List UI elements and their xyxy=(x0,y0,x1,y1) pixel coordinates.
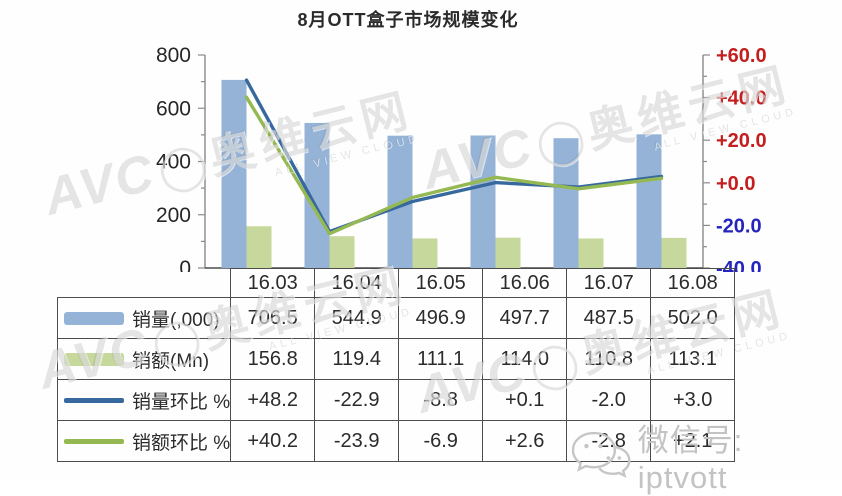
sales-volume-bar xyxy=(470,135,496,268)
table-value-cell: 706.5 xyxy=(230,297,316,339)
legend-label: 销额环比 % xyxy=(132,432,231,454)
legend-bar-swatch xyxy=(64,352,124,366)
wechat-icon xyxy=(571,431,631,478)
watermark-ring: ◯ xyxy=(530,111,591,171)
legend-cell: 销额环比 % xyxy=(56,420,232,462)
table-value-cell: 497.7 xyxy=(482,297,568,339)
sales-volume-bar xyxy=(553,138,579,268)
watermark-cn-text: 奥维云网 xyxy=(203,83,418,184)
legend-bar-swatch xyxy=(64,311,124,325)
table-value-cell: 544.9 xyxy=(314,297,400,339)
right-axis-tick-label: +40.0 xyxy=(716,88,767,110)
category-header-cell: 16.05 xyxy=(398,268,484,298)
watermark-subtext: ALL VIEW CLOUD xyxy=(651,105,799,154)
table-value-cell: 496.9 xyxy=(398,297,484,339)
table-value-cell: +2.6 xyxy=(482,420,568,462)
legend-label: 销量(,000) xyxy=(132,309,220,331)
sales-amount-bar xyxy=(412,238,438,268)
legend-line-swatch xyxy=(64,397,124,403)
left-axis-tick-label: 600 xyxy=(156,97,191,120)
category-header-cell: 16.03 xyxy=(230,268,316,298)
category-header-cell: 16.08 xyxy=(650,268,736,298)
right-axis-tick-label: +20.0 xyxy=(716,130,767,152)
category-header-cell: 16.06 xyxy=(482,268,568,298)
data-table: 16.03 16.04 16.05 16.06 16.07 16.08 销量(,000) 70… xyxy=(56,268,736,462)
sales-amount-bar xyxy=(661,237,687,268)
watermark-logo: AVC xyxy=(416,117,539,201)
legend-cell: 销额(Mn) xyxy=(56,338,232,380)
avc-watermark: AVC◯奥维云网 ALL VIEW CLOUD xyxy=(37,73,420,234)
legend-line-swatch xyxy=(64,438,124,444)
table-value-cell: +48.2 xyxy=(230,379,316,421)
table-value-cell: -6.9 xyxy=(398,420,484,462)
sales-volume-bar xyxy=(304,122,330,268)
right-axis-tick-label: +60.0 xyxy=(716,45,767,67)
volume-growth-line xyxy=(244,78,664,234)
legend-label: 销额(Mn) xyxy=(132,350,210,372)
table-value-cell: 119.4 xyxy=(314,338,400,380)
table-row: 销量(,000) 706.5 544.9 496.9 497.7 487.5 502.0 xyxy=(56,297,736,339)
table-value-cell: -2.0 xyxy=(566,379,652,421)
table-value-cell: 487.5 xyxy=(566,297,652,339)
category-header-cell: 16.07 xyxy=(566,268,652,298)
legend-label: 销量环比 % xyxy=(132,391,231,413)
table-value-cell: +40.2 xyxy=(230,420,316,462)
table-value-cell: 156.8 xyxy=(230,338,316,380)
table-value-cell: -8.8 xyxy=(398,379,484,421)
table-header-row: 16.03 16.04 16.05 16.06 16.07 16.08 xyxy=(58,268,736,298)
table-value-cell: +2.1 xyxy=(650,420,736,462)
avc-watermark: AVC◯奥维云网 ALL VIEW CLOUD xyxy=(415,47,798,208)
left-axis-tick-label: 400 xyxy=(156,151,191,174)
table-row: 销额(Mn) 156.8 119.4 111.1 114.0 110.8 113.1 xyxy=(56,338,736,380)
legend-cell: 销量环比 % xyxy=(56,379,232,421)
table-value-cell: -23.9 xyxy=(314,420,400,462)
table-value-cell: +0.1 xyxy=(482,379,568,421)
table-row: 销量环比 % +48.2 -22.9 -8.8 +0.1 -2.0 +3.0 xyxy=(56,379,736,421)
right-axis-tick-label: -20.0 xyxy=(716,215,762,237)
left-axis-tick-label: 800 xyxy=(156,44,191,67)
table-value-cell: 502.0 xyxy=(650,297,736,339)
table-value-cell: 110.8 xyxy=(566,338,652,380)
table-value-cell: -22.9 xyxy=(314,379,400,421)
wechat-footer: 微信号: iptvott xyxy=(570,415,842,496)
category-header-cell: 16.04 xyxy=(314,268,400,298)
sales-volume-bar xyxy=(387,135,413,268)
legend-cell: 销量(,000) xyxy=(56,297,232,339)
chart-title: 8月OTT盒子市场规模变化 xyxy=(297,10,519,30)
wechat-id-label: 微信号: iptvott xyxy=(637,423,744,495)
table-corner-cell xyxy=(58,269,231,298)
watermark-cn-text: 奥维云网 xyxy=(581,57,796,158)
watermark-logo: AVC xyxy=(38,143,161,227)
sales-amount-bar xyxy=(578,238,604,268)
amount-growth-line xyxy=(244,95,664,236)
combo-chart: 8006004002000+60.0+40.0+20.0+0.0-20.0-40… xyxy=(156,44,767,272)
sales-amount-bar xyxy=(329,236,355,268)
table-value-cell: -2.8 xyxy=(566,420,652,462)
watermark-subtext: ALL VIEW CLOUD xyxy=(273,131,421,180)
right-axis-tick-label: +0.0 xyxy=(716,173,755,195)
table-value-cell: 114.0 xyxy=(482,338,568,380)
table-row: 销额环比 % +40.2 -23.9 -6.9 +2.6 -2.8 +2.1 xyxy=(56,420,736,462)
sales-amount-bar xyxy=(495,237,521,268)
sales-volume-bar xyxy=(636,134,662,268)
left-axis-tick-label: 200 xyxy=(156,204,191,227)
table-value-cell: 111.1 xyxy=(398,338,484,380)
sales-amount-bar xyxy=(246,226,272,268)
table-value-cell: 113.1 xyxy=(650,338,736,380)
sales-volume-bar xyxy=(221,79,247,268)
watermark-ring: ◯ xyxy=(152,137,213,197)
chart-panel: 8月OTT盒子市场规模变化 800 600 400 200 0 +60.0 +40.0 +20… xyxy=(32,10,799,495)
